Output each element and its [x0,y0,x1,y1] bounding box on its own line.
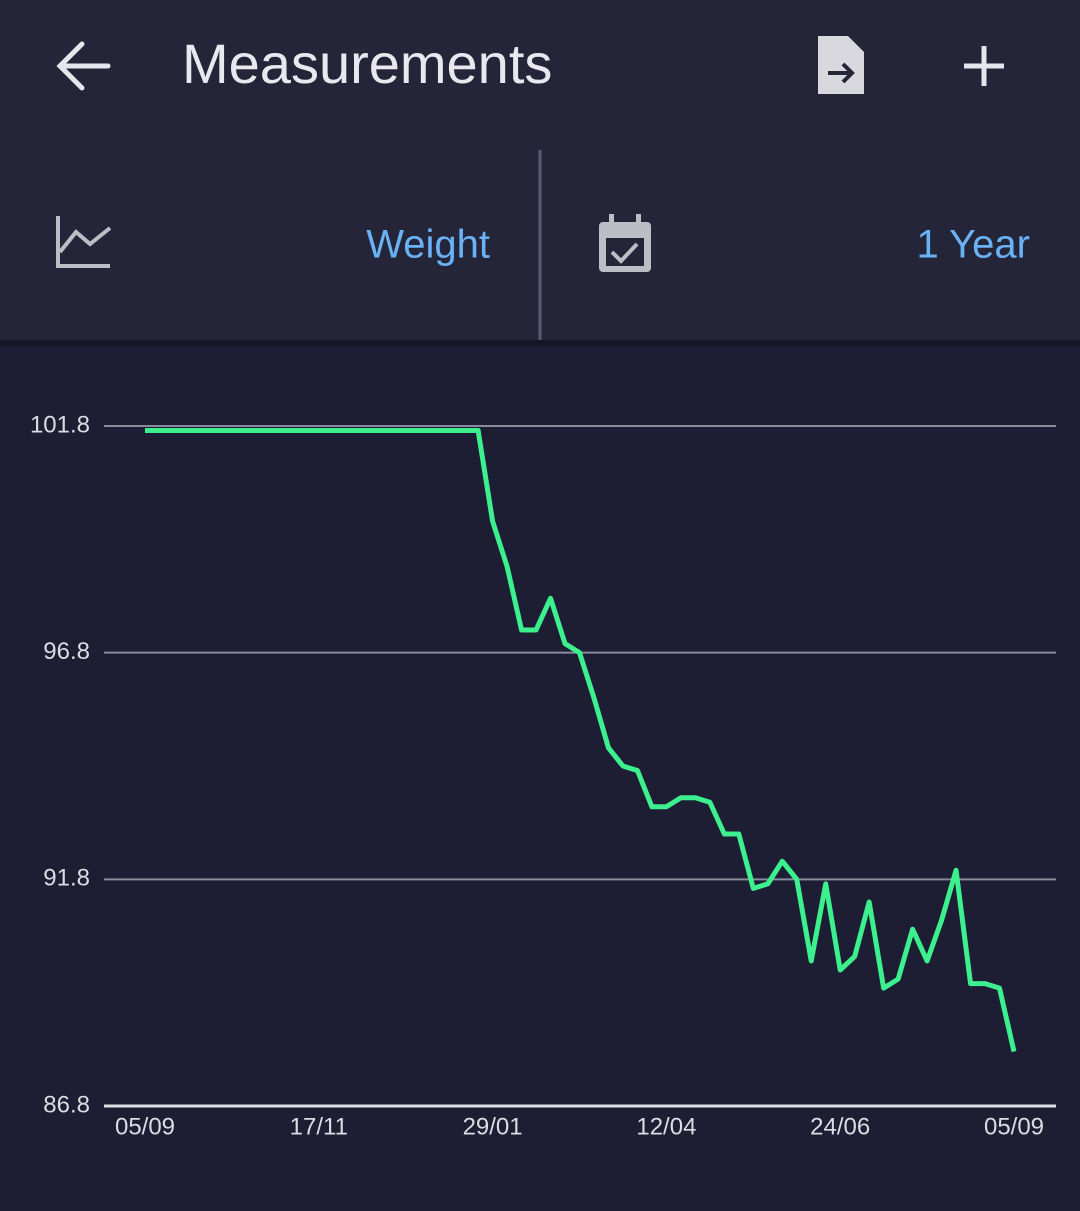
period-selector[interactable]: 1 Year [917,223,1030,267]
y-tick-label: 91.8 [43,865,90,892]
x-tick-label: 12/04 [636,1113,696,1140]
page-title: Measurements [182,32,552,95]
chart-icon[interactable] [56,216,112,268]
y-tick-label: 101.8 [30,411,90,438]
export-button[interactable] [818,36,864,94]
chart: 86.8 91.8 96.8 101.8 05/09 17/11 29/01 12/04 24/… [30,411,1056,1140]
x-tick-label: 24/06 [810,1113,870,1140]
measurement-selector[interactable]: Weight [366,223,490,267]
x-tick-label: 29/01 [463,1113,523,1140]
x-tick-label: 05/09 [115,1113,175,1140]
y-tick-label: 96.8 [43,638,90,665]
add-button[interactable] [964,46,1004,86]
weight-line [145,428,1017,1053]
x-tick-label: 05/09 [984,1113,1044,1140]
calendar-icon[interactable] [599,214,651,272]
x-tick-label: 17/11 [290,1113,348,1140]
header-shadow [0,340,1080,346]
back-button[interactable] [56,41,111,91]
y-tick-label: 86.8 [43,1091,90,1118]
